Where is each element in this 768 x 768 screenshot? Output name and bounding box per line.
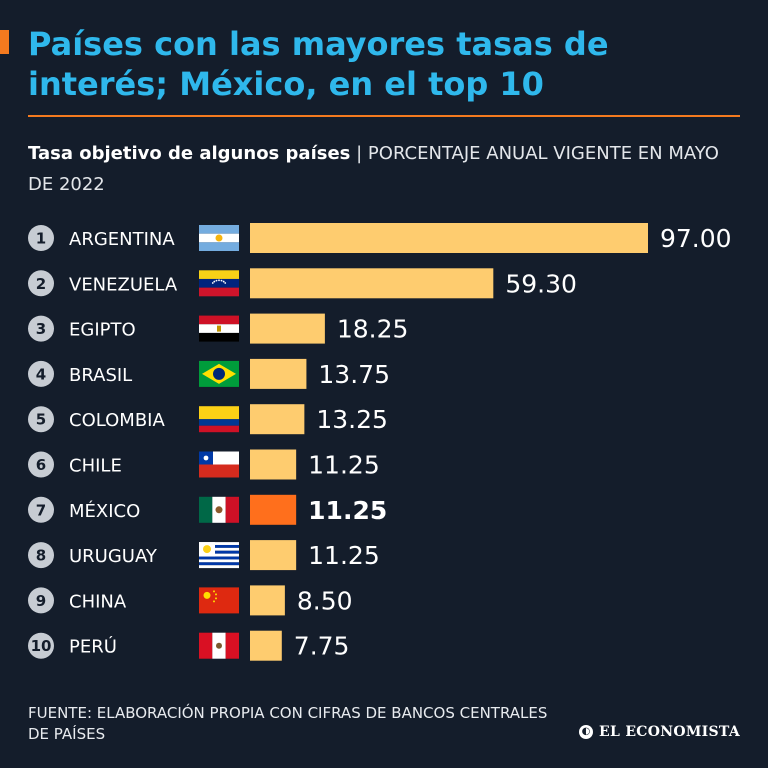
rank-number: 5 (36, 411, 46, 429)
logo-icon: ◐ (579, 725, 594, 739)
bar (250, 630, 282, 661)
value-label: 8.50 (297, 586, 353, 615)
bar (250, 585, 285, 616)
rank-badge (28, 225, 54, 251)
bar (250, 268, 494, 299)
rank-number: 8 (36, 547, 46, 565)
logo-text: EL ECONOMISTA (599, 724, 740, 740)
publisher-logo: ◐ EL ECONOMISTA (579, 724, 740, 740)
title-divider (28, 115, 740, 117)
subtitle-separator: | (356, 143, 363, 164)
value-label: 11.25 (308, 496, 387, 525)
chile-flag (199, 451, 239, 478)
rank-badge (28, 542, 54, 569)
rank-number: 4 (36, 365, 46, 383)
country-label: COLOMBIA (69, 410, 165, 431)
bar (250, 540, 297, 571)
rank-number: 7 (36, 501, 46, 519)
country-label: CHILE (69, 456, 122, 477)
value-label: 11.25 (308, 541, 380, 570)
rank-number: 3 (36, 320, 46, 338)
bar (250, 494, 297, 525)
egypt-flag (199, 315, 239, 342)
page-title: Países con las mayores tasas de interés;… (28, 25, 609, 103)
rank-badge (28, 451, 54, 478)
value-label: 59.30 (505, 269, 577, 298)
brazil-flag (199, 360, 239, 387)
country-label: VENEZUELA (69, 274, 178, 295)
bar (250, 223, 648, 253)
country-label: CHINA (69, 591, 127, 612)
uruguay-flag (199, 542, 239, 569)
value-label: 18.25 (337, 315, 409, 344)
value-label: 7.75 (294, 632, 350, 661)
country-label: PERÚ (69, 636, 117, 658)
bar (250, 313, 325, 344)
chart-subtitle: Tasa objetivo de algunos países | PORCEN… (28, 138, 748, 200)
venezuela-flag (199, 270, 239, 297)
rank-badge (28, 270, 54, 297)
country-label: BRASIL (69, 365, 132, 386)
title-accent-bar (0, 30, 9, 54)
rank-number: 2 (36, 275, 46, 293)
mexico-flag (199, 496, 239, 523)
value-label: 11.25 (308, 451, 380, 480)
subtitle-light: PORCENTAJE ANUAL VIGENTE EN MAYO DE 2022 (28, 143, 719, 195)
china-flag (199, 587, 239, 614)
rank-badge (28, 406, 54, 433)
country-label: ARGENTINA (69, 229, 175, 250)
country-label: EGIPTO (69, 320, 136, 341)
country-label: MÉXICO (69, 500, 140, 522)
rank-number: 10 (31, 637, 52, 655)
rank-badge (28, 587, 54, 614)
country-label: URUGUAY (69, 546, 158, 567)
rank-number: 9 (36, 592, 46, 610)
value-label: 13.25 (316, 405, 388, 434)
bar (250, 449, 297, 480)
value-label: 13.75 (318, 360, 390, 389)
subtitle-bold: Tasa objetivo de algunos países (28, 143, 351, 164)
rank-badge (28, 315, 54, 342)
bar (250, 358, 307, 389)
argentina-flag (199, 225, 239, 251)
bar (250, 404, 305, 435)
rank-number: 1 (36, 230, 46, 248)
source-note: FUENTE: ELABORACIÓN PROPIA CON CIFRAS DE… (28, 704, 548, 743)
rank-badge (28, 632, 54, 659)
peru-flag (199, 632, 239, 659)
colombia-flag (199, 406, 239, 433)
rank-badge (28, 360, 54, 387)
rank-badge (28, 496, 54, 523)
rank-number: 6 (36, 456, 46, 474)
bar-chart: 1 ARGENTINA 97.00 2 VENEZUELA 59.30 3 EGIPTO 18.… (28, 223, 732, 661)
value-label: 97.00 (660, 224, 732, 253)
